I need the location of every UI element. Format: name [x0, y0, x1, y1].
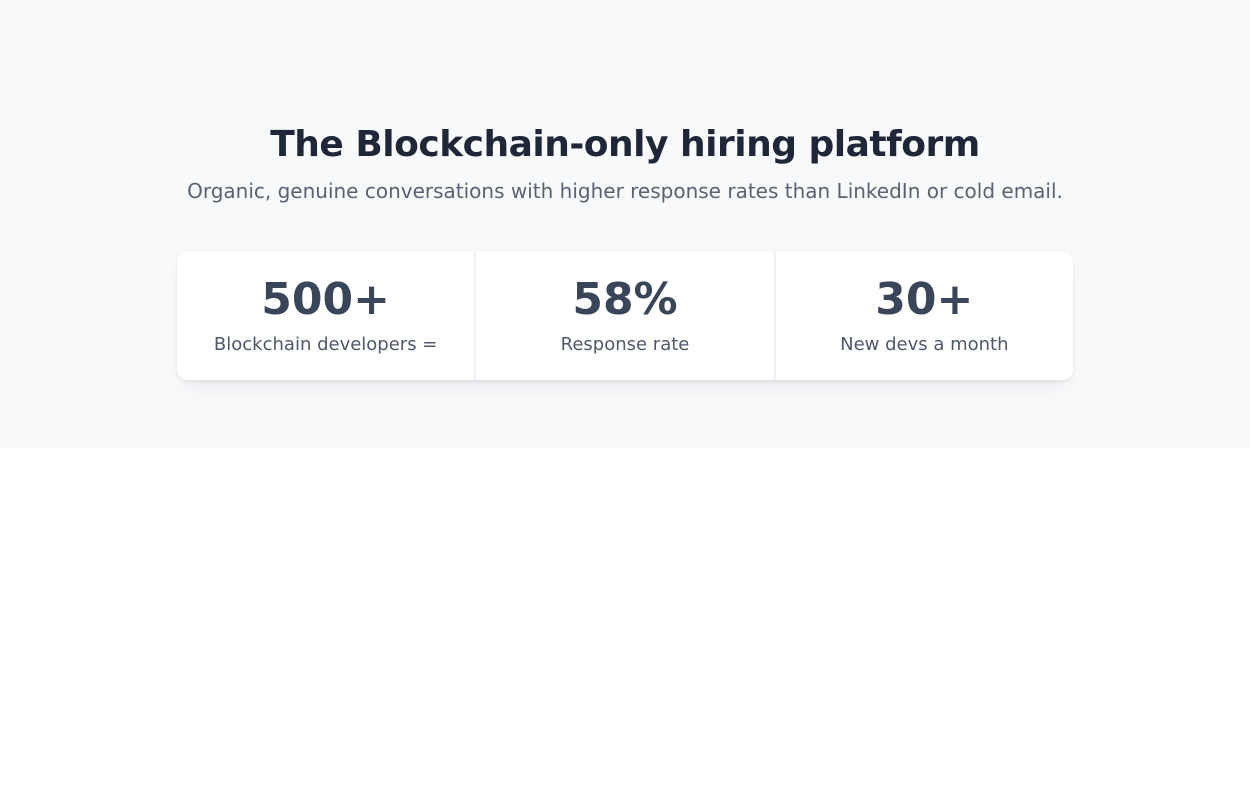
stat-card-response-rate: 58% Response rate	[476, 252, 774, 380]
hero-section: The Blockchain-only hiring platform Orga…	[177, 124, 1073, 380]
stat-value-new-devs: 30+	[875, 274, 974, 325]
stat-value-developers: 500+	[261, 274, 391, 325]
stat-card-new-devs: 30+ New devs a month	[775, 252, 1073, 380]
content-below-hero	[0, 448, 1250, 800]
page-title: The Blockchain-only hiring platform	[270, 124, 980, 165]
stat-label-response-rate: Response rate	[560, 334, 690, 355]
stat-card-blockchain-developers: 500+ Blockchain developers =	[177, 252, 475, 380]
stat-label-new-devs: New devs a month	[840, 334, 1009, 355]
stat-value-response-rate: 58%	[572, 274, 678, 325]
stat-label-developers: Blockchain developers =	[213, 334, 438, 355]
stats-row: 500+ Blockchain developers = 58% Respons…	[177, 252, 1073, 380]
hero-subtitle: Organic, genuine conversations with high…	[187, 179, 1063, 203]
